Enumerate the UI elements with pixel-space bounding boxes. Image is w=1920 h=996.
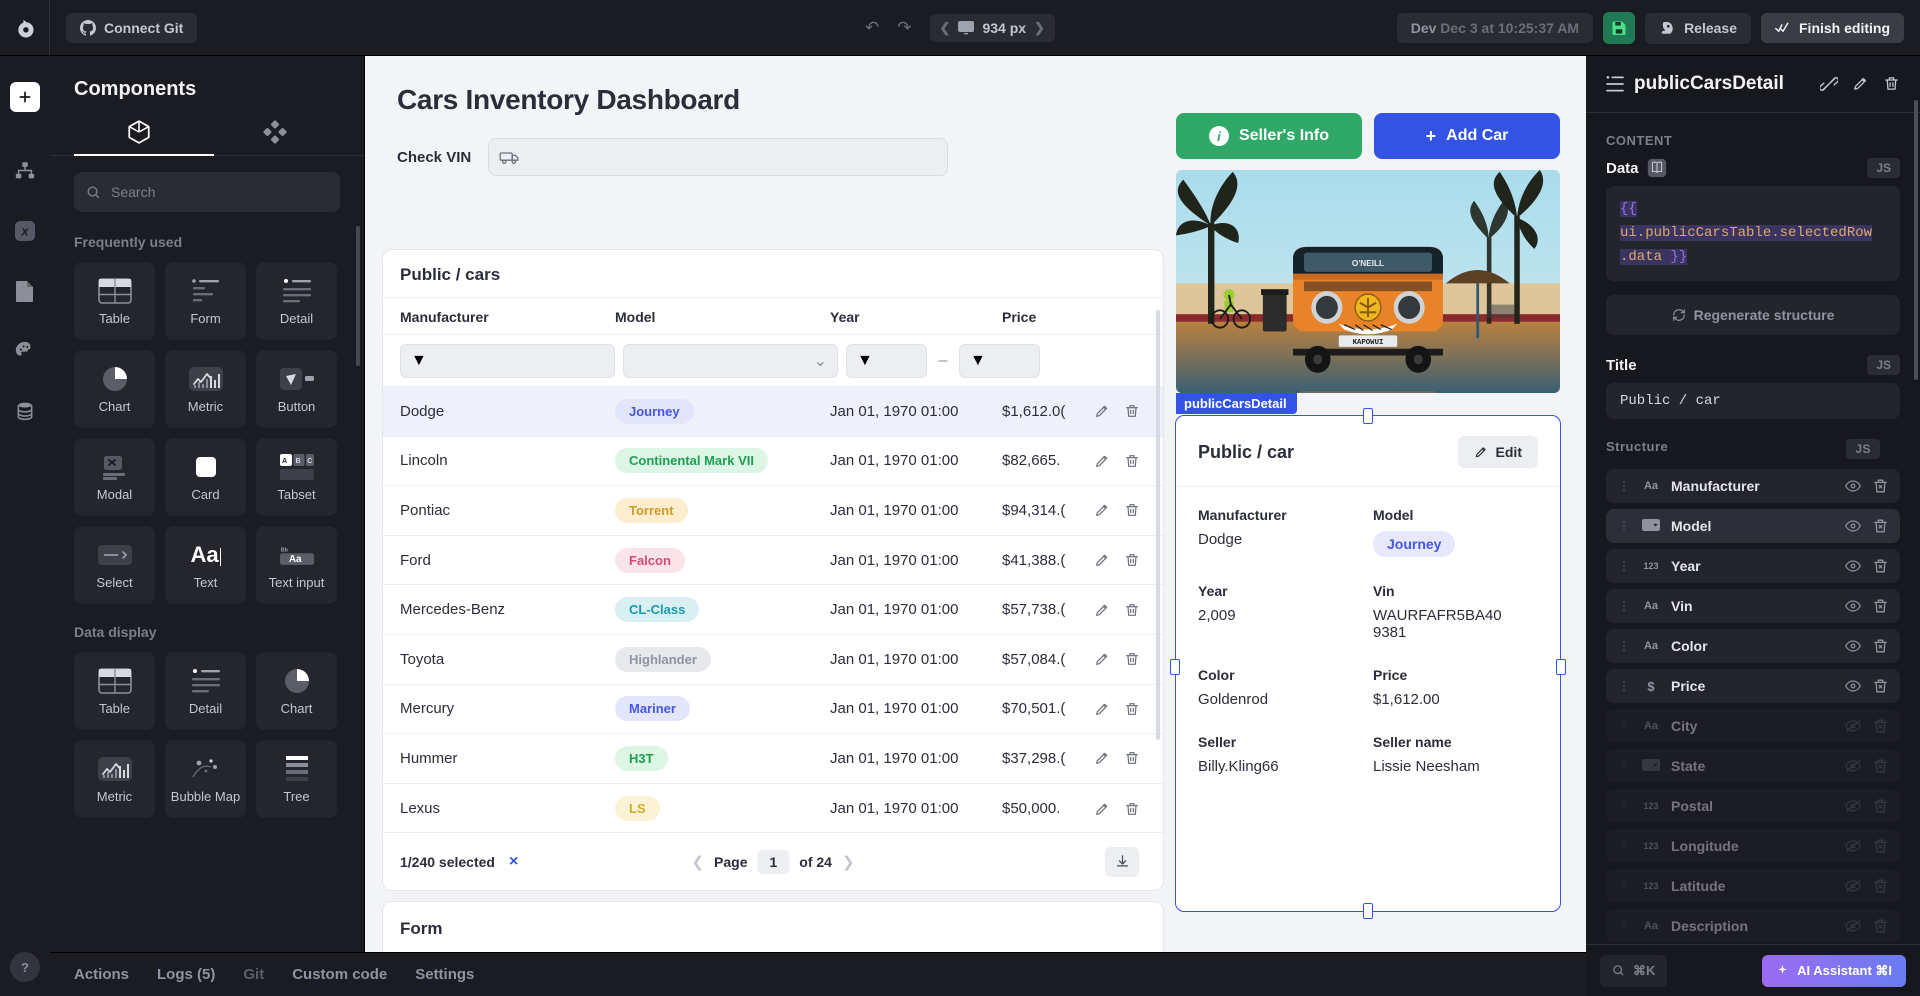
svg-text:C: C xyxy=(307,458,312,465)
svg-text:Bb: Bb xyxy=(280,547,288,553)
svg-text:B: B xyxy=(295,458,300,465)
svg-text:Aa: Aa xyxy=(288,554,301,565)
svg-text:KAPOWUI: KAPOWUI xyxy=(1353,339,1384,347)
svg-text:x: x xyxy=(20,224,29,239)
svg-text:O'NEILL: O'NEILL xyxy=(1352,258,1384,268)
svg-text:A: A xyxy=(282,458,287,465)
